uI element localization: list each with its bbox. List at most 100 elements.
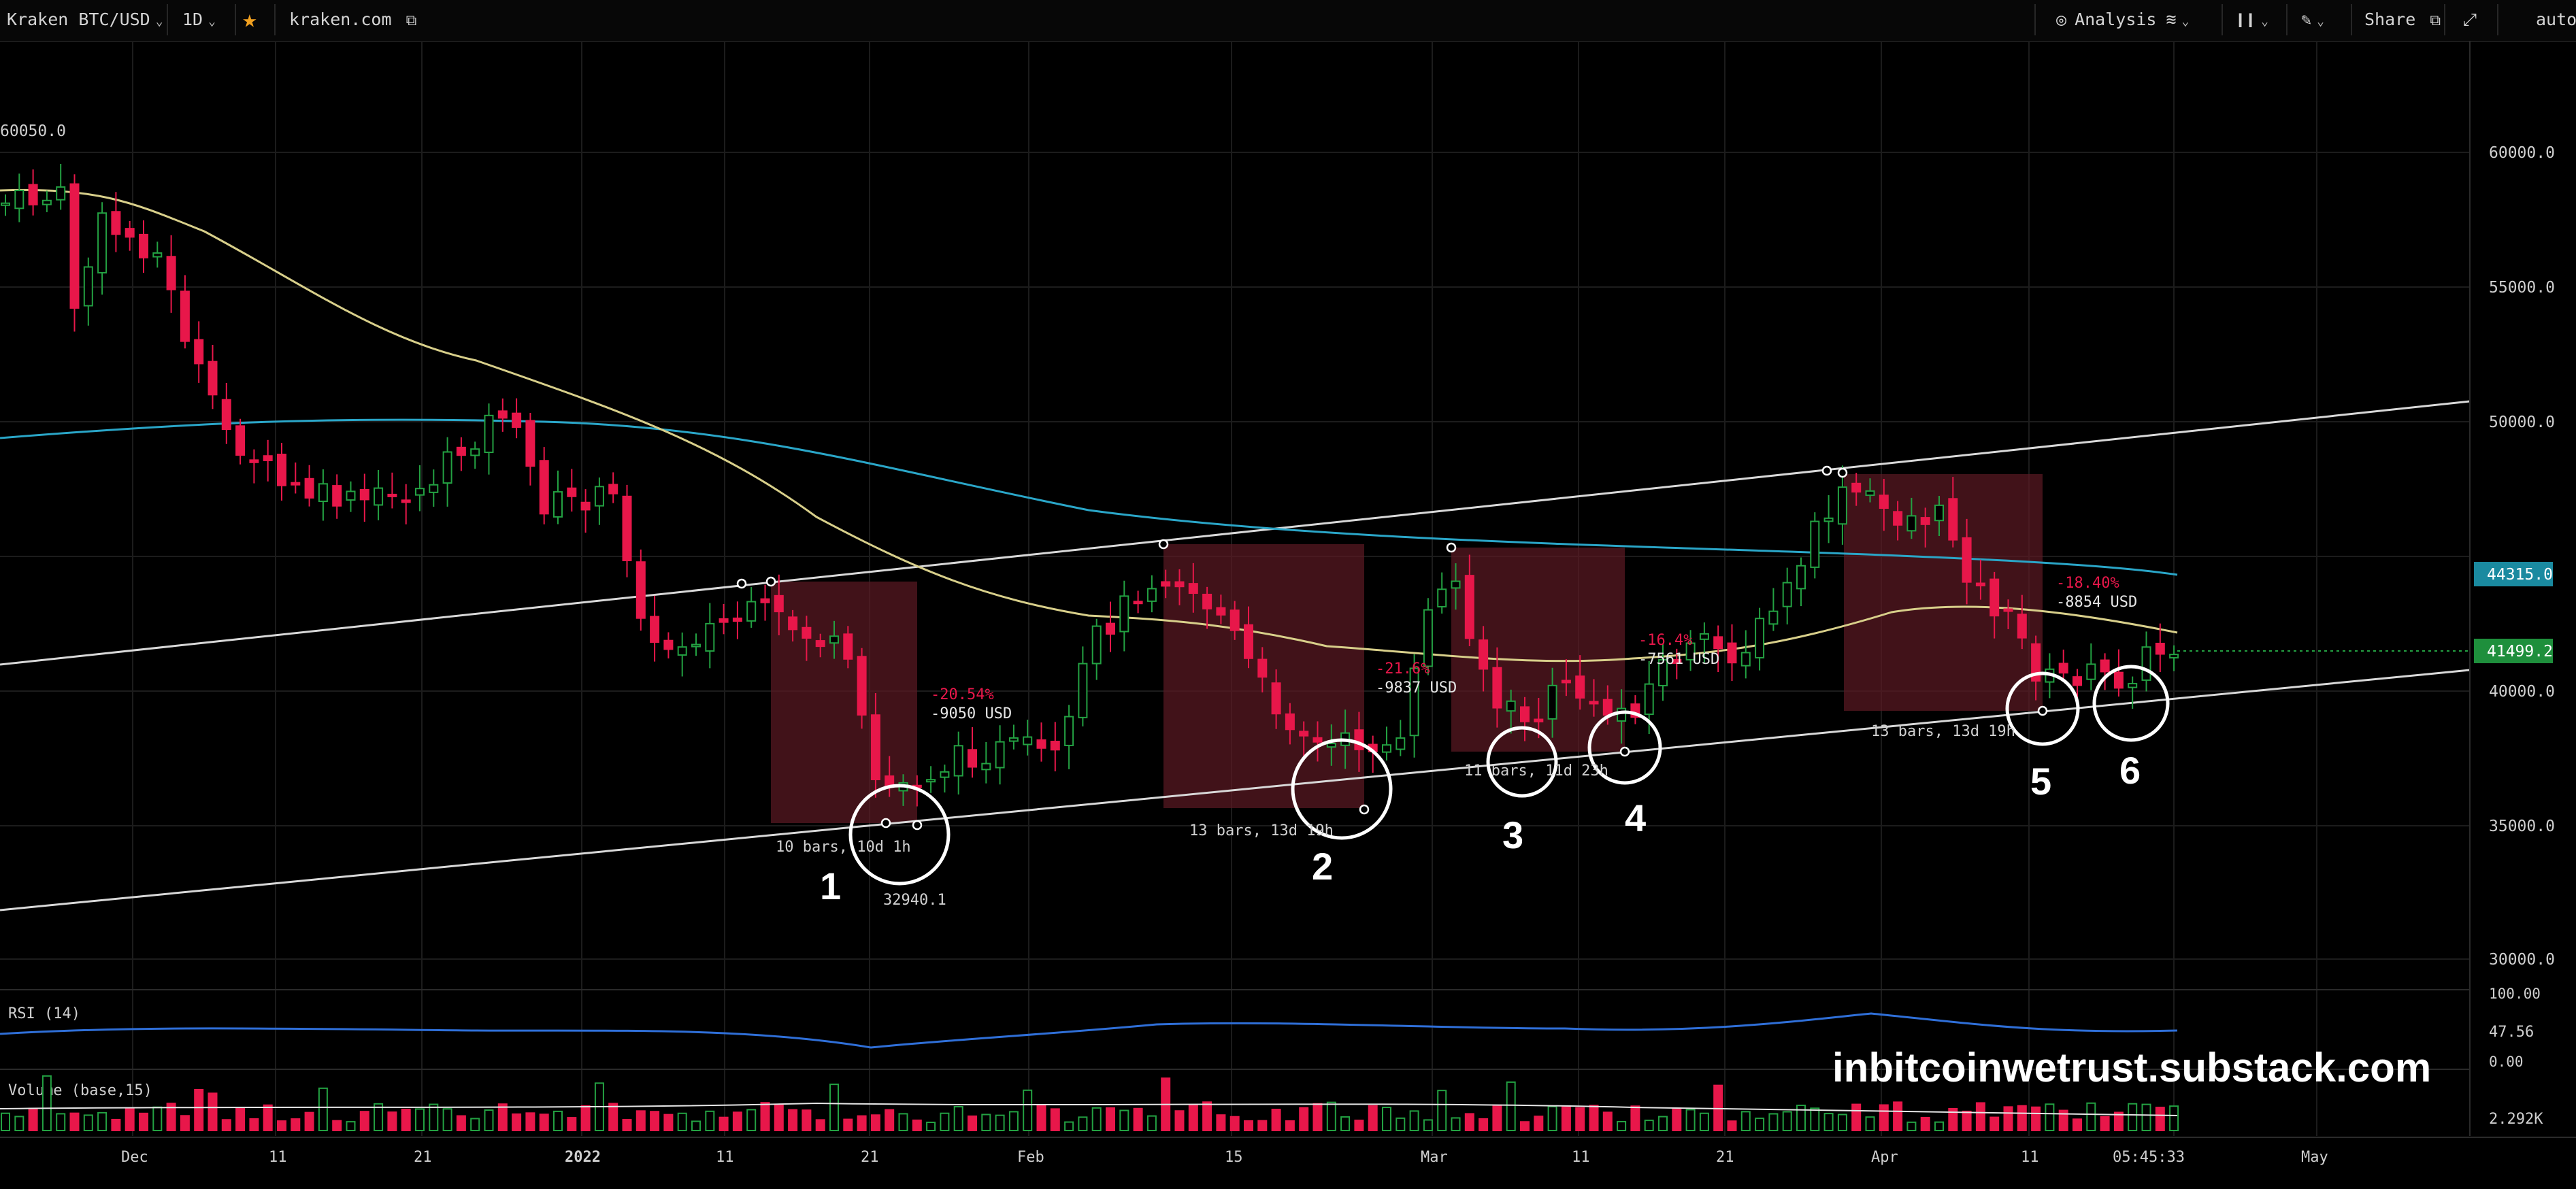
candle-body bbox=[1602, 699, 1613, 716]
volume-bar bbox=[1630, 1105, 1640, 1132]
candle-body bbox=[97, 212, 108, 274]
watermark-text: inbitcoinwetrust.substack.com bbox=[1832, 1045, 2432, 1090]
volume-bar bbox=[28, 1107, 38, 1132]
candle-body bbox=[1823, 517, 1834, 522]
eye-icon: ◎ bbox=[2056, 10, 2067, 29]
volume-bar bbox=[56, 1113, 66, 1132]
range3-pct: -16.4% bbox=[1638, 632, 1692, 649]
pencil-icon: ✎ bbox=[2301, 10, 2312, 29]
circle-label-6: 6 bbox=[2119, 749, 2141, 792]
volume-bar bbox=[567, 1117, 577, 1132]
candle-body bbox=[539, 460, 549, 515]
candle-body bbox=[346, 490, 356, 501]
volume-bar bbox=[1575, 1107, 1585, 1131]
candle-body bbox=[387, 493, 397, 497]
analysis-label: Analysis bbox=[2075, 10, 2157, 29]
volume-bar bbox=[1534, 1116, 1544, 1131]
candle-body bbox=[2017, 614, 2027, 639]
time-tick: 21 bbox=[861, 1149, 879, 1166]
volume-bar bbox=[2128, 1103, 2138, 1131]
volume-bar bbox=[332, 1120, 342, 1131]
candle-body bbox=[1078, 663, 1088, 718]
volume-bar bbox=[1202, 1101, 1212, 1132]
share-button[interactable]: Share ⧉ bbox=[2364, 0, 2441, 39]
candle-body bbox=[497, 410, 508, 419]
chevron-down-icon: ⌄ bbox=[155, 14, 163, 29]
top-left-price-label: 60050.0 bbox=[0, 122, 66, 140]
candle-body bbox=[926, 779, 936, 783]
volume-bar bbox=[1064, 1121, 1074, 1131]
analysis-button[interactable]: ◎ Analysis ≋ ⌄ bbox=[2056, 0, 2189, 39]
candle-body bbox=[2169, 654, 2179, 659]
volume-bar bbox=[166, 1103, 176, 1132]
volume-bar bbox=[622, 1119, 632, 1131]
candle-body bbox=[843, 633, 853, 660]
volume-bar bbox=[1589, 1105, 1599, 1132]
volume-bar bbox=[857, 1115, 867, 1131]
candle-body bbox=[705, 622, 715, 652]
drawing-tools-button[interactable]: ✎ ⌄ bbox=[2301, 0, 2324, 39]
volume-bar bbox=[1865, 1116, 1875, 1131]
volume-bar bbox=[1879, 1104, 1889, 1132]
volume-bar bbox=[304, 1111, 314, 1131]
symbol-selector[interactable]: Kraken BTC/USD ⌄ bbox=[7, 0, 163, 39]
candle-body bbox=[139, 233, 148, 258]
auto-scale-button[interactable]: auto bbox=[2536, 0, 2576, 39]
candle-body bbox=[1617, 707, 1627, 722]
volume-bar bbox=[180, 1115, 190, 1131]
volume-bar bbox=[1188, 1104, 1198, 1131]
rsi-level-bottom: 0.00 bbox=[2489, 1054, 2524, 1070]
volume-bar bbox=[291, 1118, 301, 1131]
volume-bar bbox=[912, 1119, 922, 1132]
candle-body bbox=[829, 635, 839, 644]
volume-bar bbox=[1948, 1107, 1958, 1131]
volume-bar bbox=[732, 1111, 742, 1131]
chevron-down-icon: ⌄ bbox=[2317, 14, 2324, 29]
volume-bar bbox=[1146, 1115, 1157, 1132]
volume-bar bbox=[1340, 1116, 1351, 1132]
sma-price-badge-text: 44315.0 bbox=[2487, 566, 2553, 584]
fullscreen-icon[interactable]: ⤢ bbox=[2463, 10, 2477, 29]
candle-body bbox=[940, 771, 950, 778]
price-tick: 40000.0 bbox=[2489, 683, 2555, 701]
candle-body bbox=[470, 448, 480, 456]
volume-bar bbox=[512, 1113, 522, 1132]
chart-type-button[interactable]: ❙❙ ⌄ bbox=[2235, 0, 2268, 39]
volume-bar bbox=[1216, 1114, 1226, 1132]
candle-body bbox=[1713, 636, 1723, 650]
time-tick: Feb bbox=[1017, 1149, 1044, 1166]
volume-bar bbox=[1008, 1111, 1019, 1131]
candle-body bbox=[622, 495, 632, 562]
candle-body bbox=[359, 488, 369, 501]
auto-label: auto bbox=[2536, 10, 2576, 29]
volume-bar bbox=[221, 1119, 231, 1132]
candle-body bbox=[1188, 583, 1198, 594]
candle-body bbox=[1561, 680, 1571, 684]
symbol-label: Kraken BTC/USD bbox=[7, 10, 150, 29]
volume-bar bbox=[1658, 1116, 1668, 1131]
star-icon[interactable]: ★ bbox=[242, 5, 257, 33]
candle-body bbox=[1920, 517, 1930, 525]
candle-body bbox=[981, 763, 991, 771]
time-tick: 11 bbox=[1572, 1149, 1590, 1166]
candle-body bbox=[56, 186, 66, 201]
source-link[interactable]: kraken.com ⧉ bbox=[289, 0, 416, 39]
candle-body bbox=[194, 339, 204, 365]
candle-body bbox=[1091, 625, 1102, 665]
candle-body bbox=[166, 256, 176, 290]
range1-bars: 10 bars, 10d 1h bbox=[776, 839, 911, 856]
candle-body bbox=[1575, 675, 1585, 699]
interval-selector[interactable]: 1D ⌄ bbox=[182, 0, 216, 39]
candle-body bbox=[208, 361, 218, 396]
volume-bar bbox=[2086, 1102, 2096, 1131]
candle-body bbox=[1879, 495, 1889, 509]
volume-bar bbox=[1934, 1121, 1944, 1132]
external-link-icon: ⧉ bbox=[2430, 12, 2441, 29]
volume-bar bbox=[1271, 1109, 1281, 1132]
volume-bar bbox=[1299, 1107, 1309, 1131]
price-tick: 60000.0 bbox=[2489, 144, 2555, 162]
volume-title: Volume (base,15) bbox=[8, 1082, 152, 1099]
price-chart[interactable]: -20.54% -9050 USD 10 bars, 10d 1h 32940.… bbox=[0, 41, 2576, 1189]
candle-body bbox=[1244, 624, 1253, 659]
volume-bar bbox=[898, 1113, 908, 1132]
